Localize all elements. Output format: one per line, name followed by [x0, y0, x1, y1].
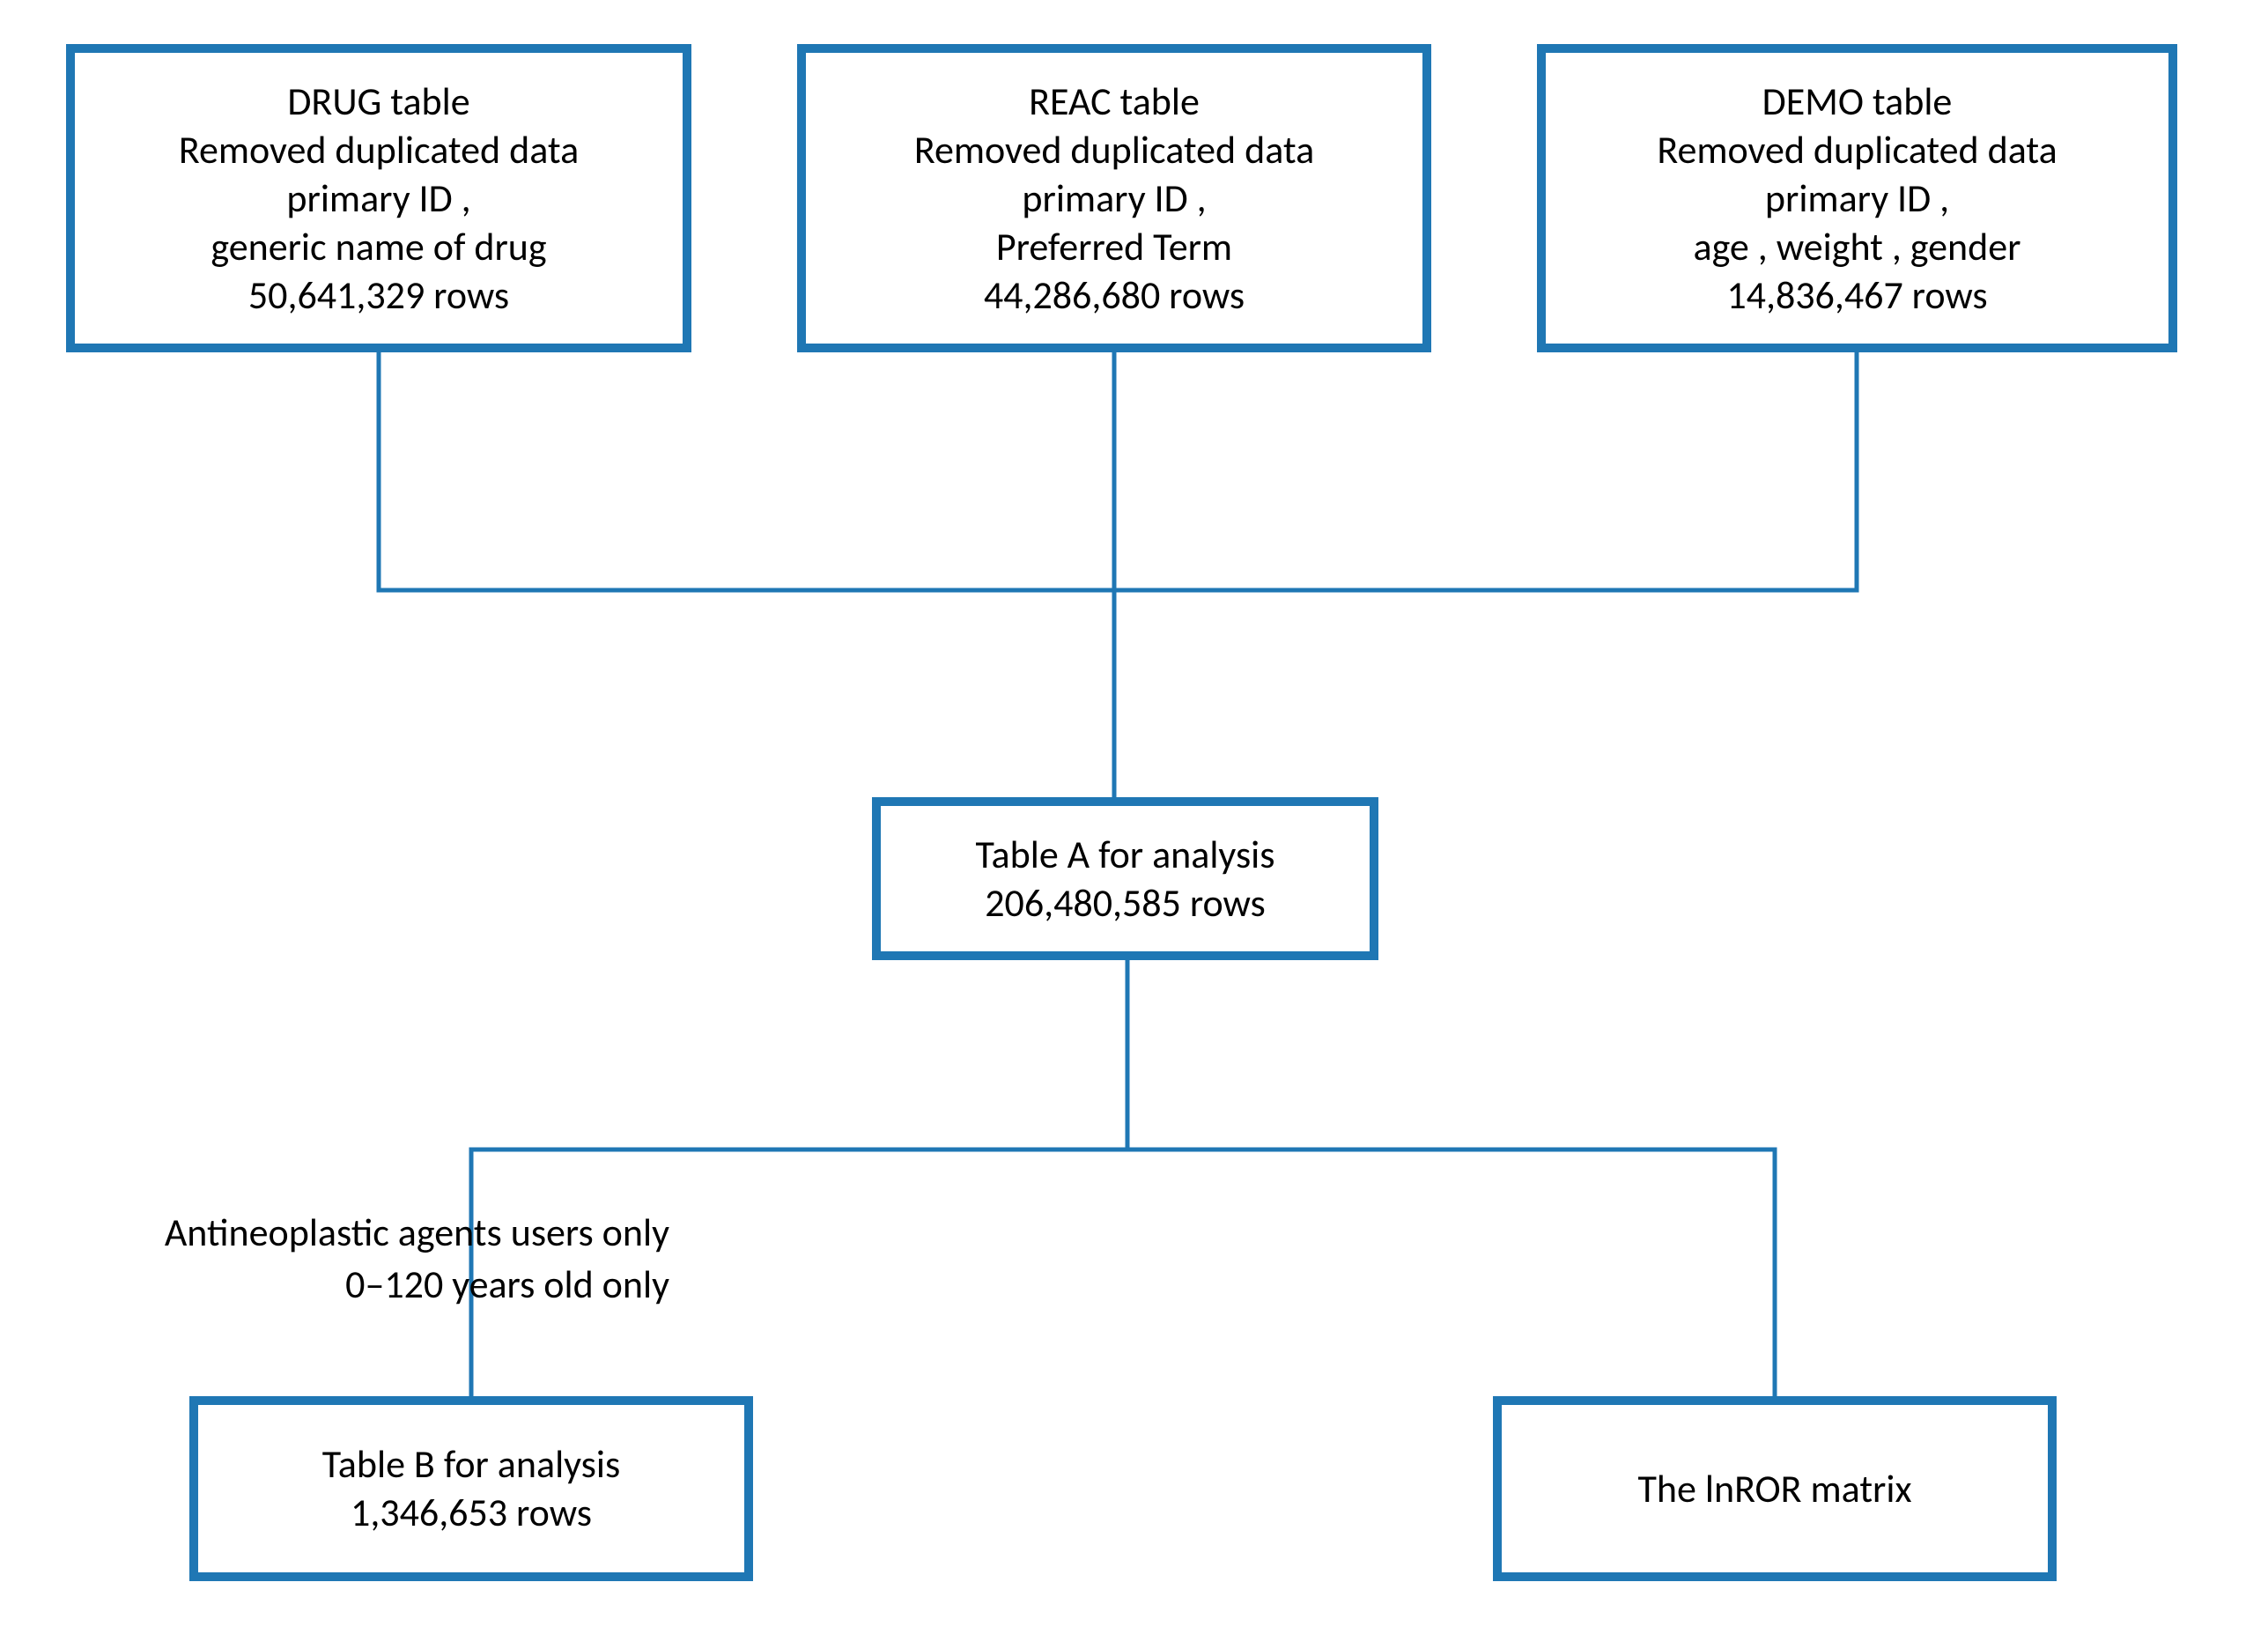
filter-line-1: Antineoplastic agents users only — [165, 1209, 669, 1256]
node-text-line: 50,641,329 rows — [248, 271, 509, 320]
node-text-line: Table B for analysis — [322, 1440, 620, 1489]
node-text-line: 44,286,680 rows — [984, 271, 1245, 320]
node-text-line: primary ID , — [1022, 174, 1206, 223]
node-text-line: Preferred Term — [996, 223, 1232, 271]
flowchart-canvas: DRUG tableRemoved duplicated dataprimary… — [0, 0, 2268, 1634]
node-text-line: 14,836,467 rows — [1726, 271, 1987, 320]
node-text-line: Removed duplicated data — [1657, 126, 2057, 174]
node-text-line: The lnROR matrix — [1637, 1465, 1911, 1513]
node-text-line: generic name of drug — [211, 223, 546, 271]
filter-criteria-label: Antineoplastic agents users only 0–120 y… — [53, 1207, 669, 1312]
node-text-line: Table A for analysis — [976, 831, 1275, 879]
node-table-a: Table A for analysis206,480,585 rows — [872, 797, 1378, 960]
node-table-b: Table B for analysis1,346,653 rows — [189, 1396, 753, 1581]
filter-line-2: 0–120 years old only — [345, 1261, 669, 1308]
node-text-line: 1,346,653 rows — [351, 1489, 592, 1537]
node-text-line: REAC table — [1029, 78, 1200, 126]
node-text-line: age , weight , gender — [1694, 223, 2021, 271]
node-demo-table: DEMO tableRemoved duplicated dataprimary… — [1537, 44, 2177, 352]
node-text-line: Removed duplicated data — [179, 126, 579, 174]
node-text-line: DRUG table — [287, 78, 469, 126]
node-text-line: Removed duplicated data — [914, 126, 1314, 174]
node-lnror-matrix: The lnROR matrix — [1493, 1396, 2057, 1581]
node-drug-table: DRUG tableRemoved duplicated dataprimary… — [66, 44, 691, 352]
node-text-line: primary ID , — [286, 174, 470, 223]
node-text-line: 206,480,585 rows — [985, 879, 1266, 928]
node-text-line: DEMO table — [1762, 78, 1953, 126]
node-reac-table: REAC tableRemoved duplicated dataprimary… — [797, 44, 1431, 352]
node-text-line: primary ID , — [1765, 174, 1949, 223]
